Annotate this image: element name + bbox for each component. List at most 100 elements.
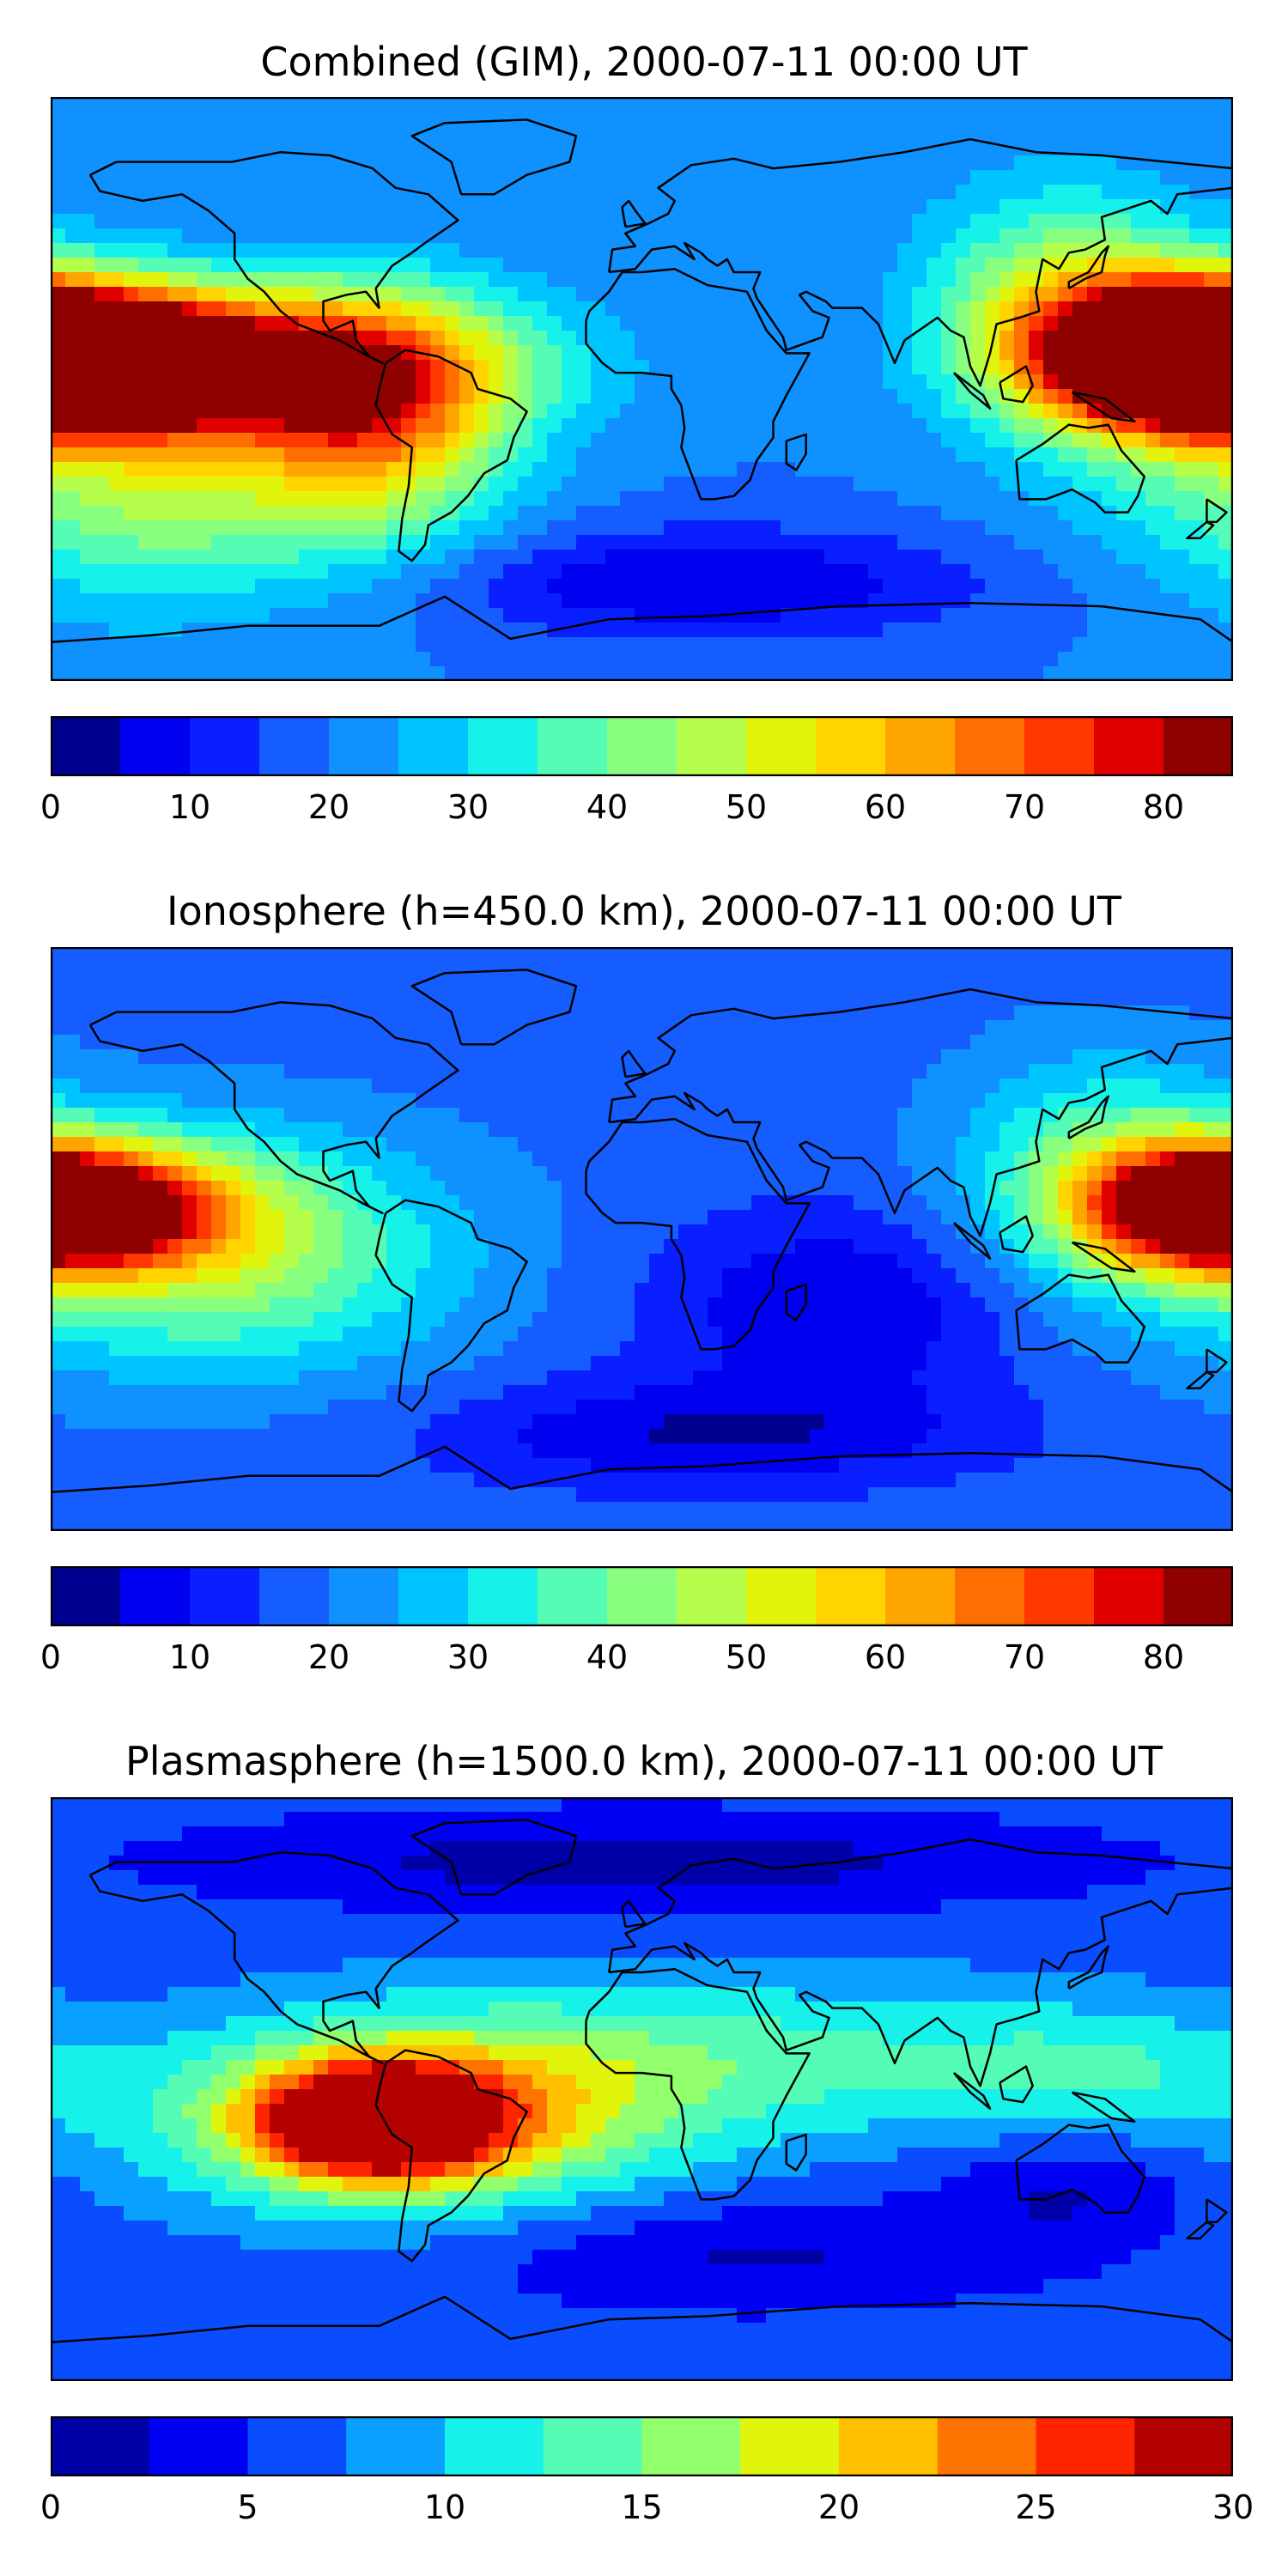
field-cell — [94, 1064, 110, 1079]
field-cell — [299, 491, 314, 507]
field-cell — [1145, 331, 1161, 346]
field-cell — [1145, 491, 1161, 507]
field-cell — [459, 1166, 475, 1182]
field-cell — [766, 126, 781, 142]
field-cell — [1072, 433, 1088, 448]
field-cell — [1160, 637, 1176, 653]
field-cell — [197, 214, 212, 229]
field-cell — [1204, 214, 1219, 229]
field-cell — [240, 1035, 256, 1050]
field-cell — [138, 360, 154, 375]
field-cell — [416, 491, 431, 507]
field-cell — [781, 360, 796, 375]
field-cell — [328, 258, 343, 273]
field-cells — [51, 97, 1233, 681]
field-cell — [328, 360, 343, 375]
colorbar-tick-label: 70 — [1003, 788, 1046, 826]
field-cell — [766, 258, 781, 273]
field-cell — [1014, 1049, 1030, 1065]
field-cell — [1058, 287, 1073, 302]
field-cell — [313, 1078, 329, 1094]
field-cell — [751, 345, 767, 361]
field-cell — [138, 564, 154, 580]
coastline — [1015, 423, 1145, 513]
field-cell — [970, 404, 986, 419]
field-cell — [999, 126, 1015, 142]
field-cell — [211, 991, 227, 1006]
field-cell — [284, 1108, 300, 1123]
field-cell — [927, 1020, 942, 1036]
field-cell — [1145, 550, 1161, 565]
field-cell — [372, 550, 387, 565]
field-cell — [941, 947, 957, 963]
field-cell — [927, 491, 942, 507]
field-cell — [1058, 433, 1073, 448]
field-cell — [970, 433, 986, 448]
field-cell — [138, 477, 154, 492]
field-cell — [1072, 1195, 1088, 1211]
field-cell — [182, 360, 197, 375]
field-cell — [868, 272, 884, 288]
field-cell — [941, 331, 957, 346]
field-cell — [80, 389, 95, 404]
field-cell — [211, 1137, 227, 1152]
field-cell — [795, 418, 811, 434]
field-cell — [372, 228, 387, 244]
field-cell — [1218, 477, 1233, 492]
field-cell — [985, 272, 1000, 288]
field-cell — [1072, 491, 1088, 507]
map-combined — [51, 97, 1233, 681]
field-cell — [197, 1108, 212, 1123]
field-cell — [80, 1137, 95, 1152]
field-cell — [211, 287, 227, 302]
field-cell — [576, 287, 592, 302]
field-cell — [591, 462, 606, 477]
field-cell — [562, 418, 577, 434]
field-cell — [693, 1020, 708, 1036]
field-cell — [547, 199, 562, 215]
field-cell — [927, 345, 942, 361]
field-cell — [795, 947, 811, 963]
field-cell — [1116, 1210, 1132, 1225]
field-cell — [51, 1195, 66, 1211]
field-cell — [956, 520, 971, 536]
field-cell — [401, 1224, 416, 1240]
field-cell — [138, 520, 154, 536]
field-cell — [51, 1151, 66, 1167]
field-cell — [167, 287, 183, 302]
field-cell — [956, 1108, 971, 1123]
field-cell — [649, 506, 665, 521]
field-cell — [1218, 331, 1233, 346]
field-cell — [182, 637, 197, 653]
field-cell — [518, 433, 533, 448]
field-cell — [970, 331, 986, 346]
field-cell — [240, 491, 256, 507]
field-cell — [532, 666, 548, 681]
field-cell — [459, 1151, 475, 1167]
field-cell — [270, 1108, 285, 1123]
field-cell — [94, 404, 110, 419]
field-cell — [620, 1210, 635, 1225]
field-cell — [824, 1035, 840, 1050]
field-cell — [518, 1035, 533, 1050]
field-cell — [328, 170, 343, 185]
field-cell — [678, 199, 694, 215]
field-cell — [430, 126, 446, 142]
field-cell — [80, 593, 95, 609]
field-cell — [766, 623, 781, 638]
field-cell — [605, 608, 621, 623]
colorbar-segment — [120, 716, 191, 776]
field-cell — [1102, 1064, 1117, 1079]
field-cell — [985, 126, 1000, 142]
field-cell — [430, 477, 446, 492]
field-cell — [167, 947, 183, 963]
field-cell — [693, 185, 708, 200]
field-cell — [197, 141, 212, 156]
field-cell — [1029, 1049, 1044, 1065]
field-cell — [1131, 345, 1146, 361]
field-cell — [1102, 374, 1117, 390]
field-cell — [182, 1166, 197, 1182]
field-cell — [211, 1181, 227, 1196]
field-cell — [211, 447, 227, 463]
field-cell — [474, 404, 489, 419]
